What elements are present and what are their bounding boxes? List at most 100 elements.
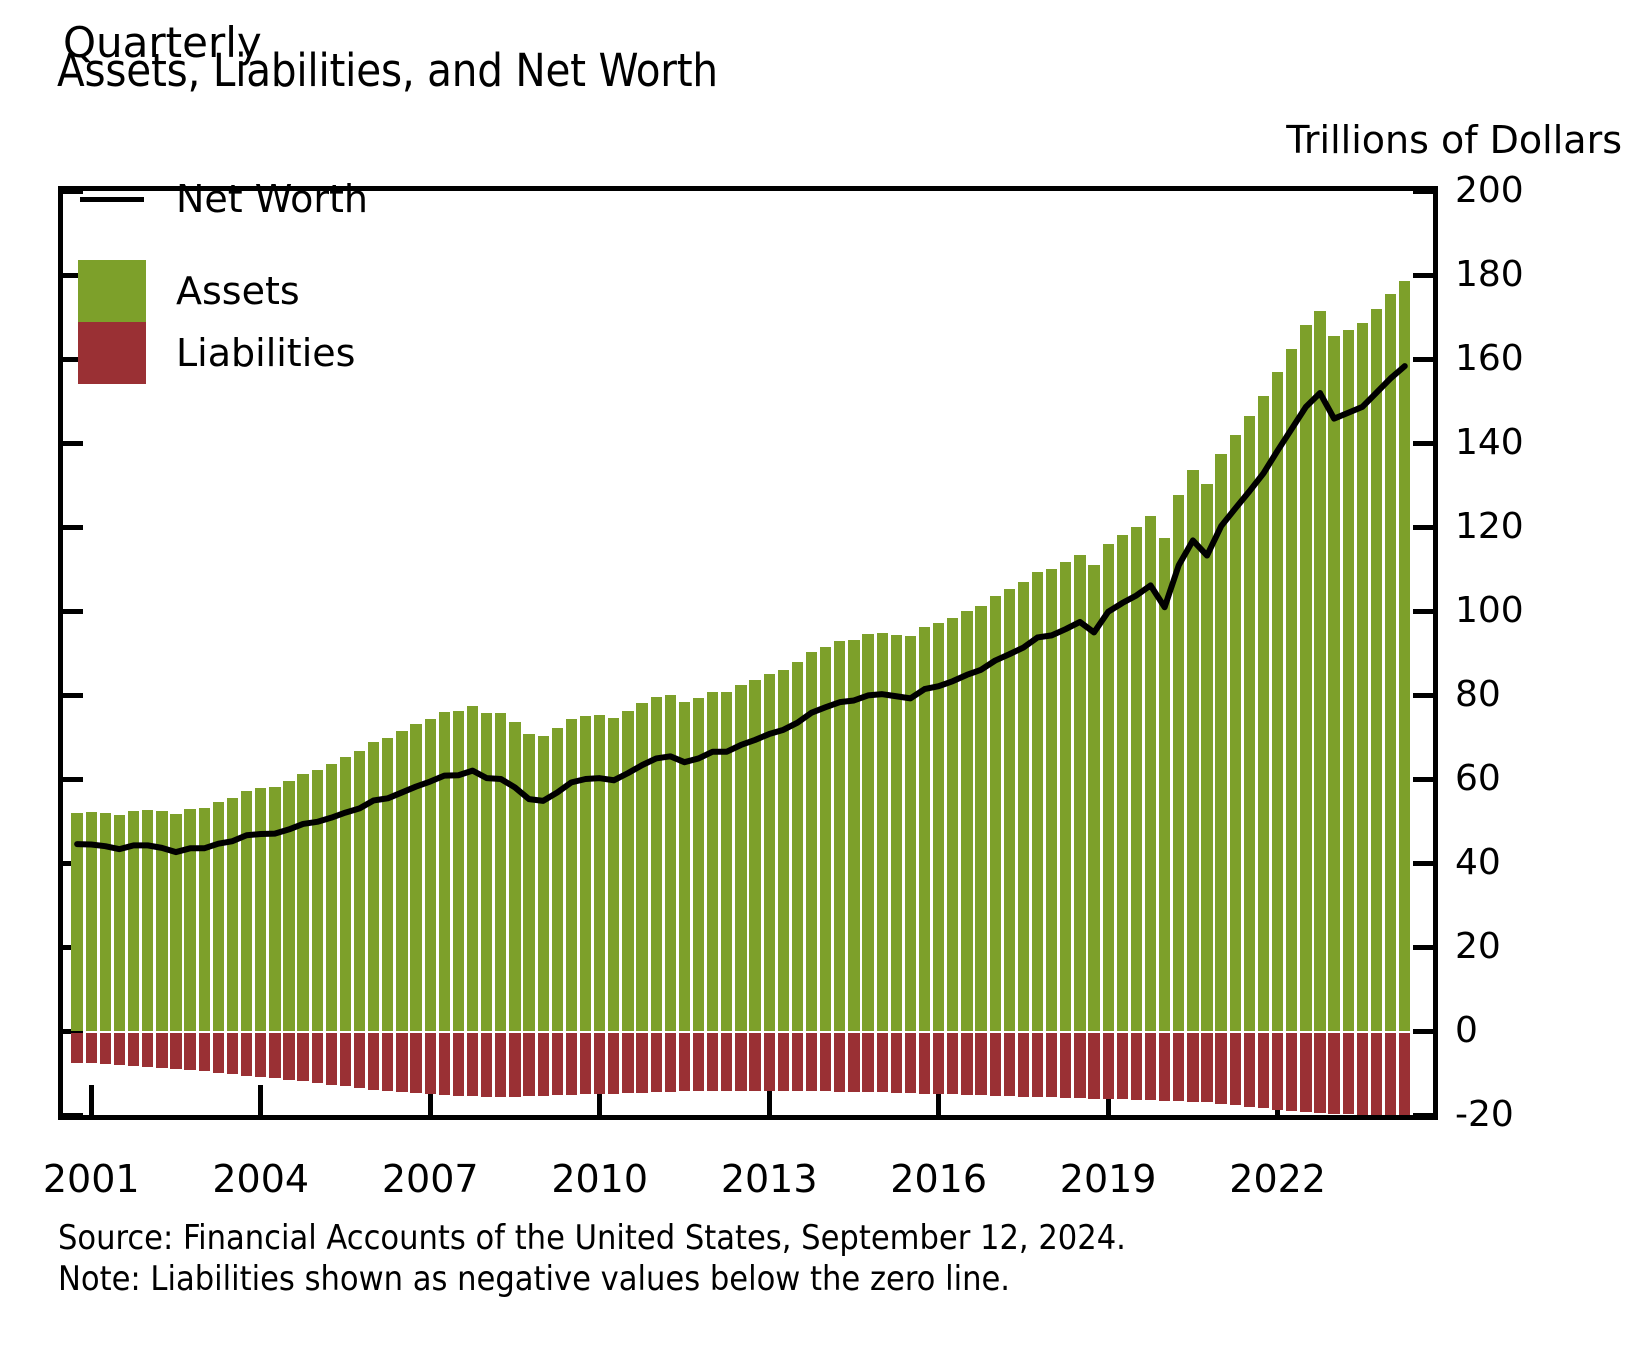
liabilities-bar	[85, 1033, 97, 1064]
x-axis-label: 2013	[720, 1157, 818, 1201]
assets-bar	[777, 669, 789, 1031]
liabilities-bar	[1088, 1033, 1100, 1099]
plot-frame	[58, 186, 1438, 1120]
liabilities-bar	[918, 1033, 931, 1094]
liabilities-bar	[1187, 1033, 1199, 1102]
x-axis-tick	[766, 1085, 772, 1115]
y-axis-label: 120	[1455, 506, 1524, 547]
assets-bar	[198, 807, 210, 1031]
assets-bar	[1384, 293, 1397, 1031]
assets-bar	[749, 679, 761, 1031]
x-axis-tick	[597, 1085, 603, 1115]
assets-bar	[1060, 562, 1072, 1031]
x-axis-label: 2004	[212, 1157, 310, 1201]
liabilities-bar	[1017, 1033, 1030, 1097]
assets-bar	[650, 697, 662, 1031]
footnotes: Source: Financial Accounts of the United…	[58, 1218, 1126, 1300]
liabilities-bar	[622, 1033, 634, 1094]
legend-label-assets: Assets	[176, 269, 300, 313]
liabilities-bar	[353, 1033, 366, 1089]
assets-bar	[862, 634, 874, 1031]
assets-bar	[933, 623, 945, 1031]
assets-bar	[1173, 495, 1185, 1031]
liabilities-bar	[184, 1033, 196, 1071]
assets-bar	[664, 695, 676, 1031]
assets-bar	[1201, 484, 1213, 1031]
x-axis-label: 2016	[890, 1157, 988, 1201]
liabilities-bar	[466, 1033, 479, 1097]
y-axis-tick-left	[63, 524, 83, 530]
assets-bar	[99, 813, 112, 1031]
liabilities-bar	[1342, 1033, 1354, 1115]
liabilities-bar	[99, 1033, 112, 1065]
assets-bar	[1031, 571, 1044, 1031]
assets-bar	[904, 636, 917, 1031]
liabilities-bar	[1060, 1033, 1072, 1098]
assets-bar	[353, 751, 366, 1031]
y-axis-tick-left	[63, 776, 83, 782]
assets-bar	[763, 674, 775, 1031]
liabilities-bar	[1229, 1033, 1241, 1105]
assets-bar	[1159, 537, 1171, 1031]
liabilities-bar	[933, 1033, 945, 1094]
assets-bar	[1144, 516, 1157, 1031]
liabilities-bar	[1116, 1033, 1128, 1100]
assets-bar	[368, 741, 380, 1031]
page-title: Assets, Liabilities, and Net Worth	[57, 44, 718, 97]
x-axis-tick	[1105, 1085, 1111, 1115]
liabilities-bar	[368, 1033, 380, 1090]
y-axis-tick-left	[63, 272, 83, 278]
y-axis-tick-left	[63, 692, 83, 698]
liabilities-bar	[240, 1033, 253, 1076]
y-axis-tick-right	[1413, 356, 1433, 362]
liabilities-bar	[890, 1033, 902, 1093]
assets-bar	[1370, 308, 1383, 1031]
assets-bar	[113, 815, 126, 1031]
assets-bar	[707, 691, 719, 1031]
assets-bar	[438, 711, 450, 1031]
legend-label-liabilities: Liabilities	[176, 331, 356, 375]
liabilities-bar	[721, 1033, 733, 1092]
liabilities-bar	[735, 1033, 747, 1092]
y-axis-label: 60	[1455, 758, 1501, 799]
assets-bar	[410, 724, 422, 1031]
assets-bar	[820, 646, 832, 1031]
legend-item-net-worth: Net Worth	[78, 168, 368, 230]
legend-item-liabilities: Liabilities	[78, 322, 368, 384]
assets-bar	[1116, 534, 1128, 1031]
assets-bar	[212, 802, 224, 1031]
liabilities-bar	[650, 1033, 662, 1093]
y-axis-tick-right	[1413, 944, 1433, 950]
liabilities-bar	[325, 1033, 337, 1085]
legend-label-net-worth: Net Worth	[176, 177, 368, 221]
liabilities-bar	[664, 1033, 676, 1092]
liabilities-bar	[495, 1033, 507, 1097]
assets-bar	[240, 790, 253, 1031]
assets-bar	[1356, 323, 1369, 1031]
y-axis-label: 200	[1455, 170, 1524, 211]
y-axis-label: 0	[1455, 1010, 1478, 1051]
assets-bar	[1314, 310, 1326, 1031]
assets-bar	[989, 595, 1001, 1031]
liabilities-bar	[1201, 1033, 1213, 1103]
liabilities-bar	[1003, 1033, 1015, 1097]
liabilities-bar	[1286, 1033, 1298, 1112]
methodology-note: Note: Liabilities shown as negative valu…	[58, 1259, 1010, 1299]
assets-bar	[396, 731, 408, 1031]
assets-bar	[678, 701, 691, 1031]
liabilities-bar	[1370, 1033, 1383, 1115]
y-axis-tick-right	[1413, 191, 1433, 194]
liabilities-bar	[283, 1033, 295, 1080]
assets-bar	[297, 773, 309, 1031]
y-axis-tick-right	[1413, 524, 1433, 530]
assets-bar	[848, 639, 860, 1031]
liabilities-bar	[1130, 1033, 1143, 1100]
y-axis-label: 140	[1455, 422, 1524, 463]
assets-bar	[918, 626, 931, 1031]
liabilities-bar	[410, 1033, 422, 1094]
liabilities-bar	[1144, 1033, 1157, 1101]
liabilities-bar	[1314, 1033, 1326, 1114]
liabilities-bar	[636, 1033, 648, 1093]
assets-bar	[579, 715, 592, 1031]
assets-bar	[791, 662, 804, 1031]
